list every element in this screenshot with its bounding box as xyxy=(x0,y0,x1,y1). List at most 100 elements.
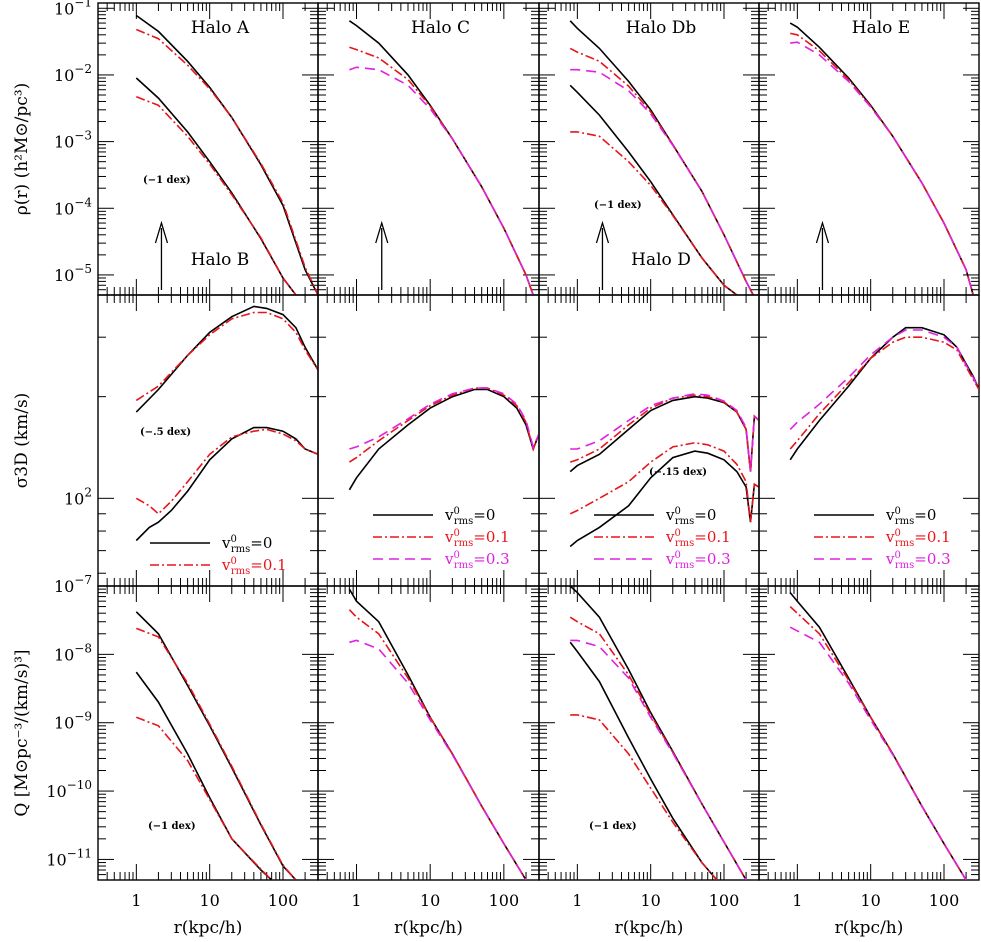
panel-Q-2: (−1 dex) xyxy=(538,585,760,881)
x-axis-label: r(kpc/h) xyxy=(394,918,463,938)
series-line-dashdot xyxy=(136,716,273,880)
series-line-dashed xyxy=(789,626,967,880)
panel-sigma-1: v0 rms=0v0 rms=0.1v0 rms=0.3 xyxy=(317,294,540,587)
legend-label: v0 rms=0.1 xyxy=(444,528,510,549)
x-tick-label: 10 xyxy=(860,891,880,910)
halo-subtitle: Halo D xyxy=(631,250,691,270)
y-tick-label: 10−9 xyxy=(54,710,92,733)
series-line-dashdot xyxy=(349,46,534,295)
series-line-dashdot xyxy=(569,441,759,523)
panel-rho-1: Halo C xyxy=(317,2,540,296)
legend-label: v0 rms=0.3 xyxy=(885,550,951,571)
arrow-head xyxy=(595,220,610,244)
panel-rho-2: Halo Db Halo D (−1 dex) xyxy=(538,2,760,296)
x-tick-label: 100 xyxy=(489,891,520,910)
dex-label: (−1 dex) xyxy=(143,175,191,186)
panel-frame xyxy=(538,585,760,881)
panel-sigma-3: v0 rms=0v0 rms=0.1v0 rms=0.3 xyxy=(758,294,980,587)
panel-Q-0: (−1 dex) xyxy=(97,585,319,881)
series-line-dashed xyxy=(789,329,979,430)
series-line-solid xyxy=(135,611,297,880)
series-line-dashdot xyxy=(348,609,527,880)
x-axis-label: r(kpc/h) xyxy=(835,918,904,938)
x-tick-label: 1 xyxy=(131,891,141,910)
y-tick-label: 10−1 xyxy=(54,0,92,18)
series-line-dashdot xyxy=(136,627,297,880)
x-axis-label: r(kpc/h) xyxy=(615,918,684,938)
halo-title: Halo A xyxy=(191,18,250,38)
series-line-dashdot xyxy=(135,28,318,295)
halo-title: Halo C xyxy=(411,18,470,38)
x-tick-label: 100 xyxy=(268,891,299,910)
panel-frame xyxy=(758,2,980,296)
x-tick-label: 10 xyxy=(420,891,440,910)
legend-label: v0 rms=0 xyxy=(885,506,936,527)
legend-label: v0 rms=0.1 xyxy=(221,556,287,577)
series-line-dashed xyxy=(349,387,539,450)
y-tick-label: 10−3 xyxy=(54,129,92,152)
series-line-dashdot xyxy=(790,32,974,295)
y-axis-label: σ3D (km/s) xyxy=(12,393,32,489)
x-tick-label: 1 xyxy=(351,891,361,910)
series-line-dashdot xyxy=(570,131,738,295)
series-line-dashed xyxy=(349,639,527,880)
legend-label: v0 rms=0 xyxy=(665,506,716,527)
panel-sigma-2: (−.15 dex) v0 rms=0v0 rms=0.1v0 rms=0.3 xyxy=(538,294,760,587)
series-line-dashed xyxy=(570,68,754,295)
dex-label: (−1 dex) xyxy=(594,200,642,211)
panel-Q-1 xyxy=(317,585,540,881)
series-line-solid xyxy=(348,388,539,491)
series-line-solid xyxy=(135,671,273,880)
panel-frame xyxy=(97,585,319,881)
panel-frame xyxy=(317,585,540,881)
series-line-solid xyxy=(135,426,318,542)
series-line-solid xyxy=(348,20,534,295)
y-tick-label: 10−11 xyxy=(46,846,92,869)
series-group xyxy=(789,326,979,461)
arrow-head xyxy=(154,220,169,244)
dex-label: (−1 dex) xyxy=(589,821,637,832)
series-group xyxy=(348,588,527,880)
x-axis-label: r(kpc/h) xyxy=(174,918,243,938)
series-group xyxy=(348,387,539,491)
legend-label: v0 rms=0.3 xyxy=(444,550,510,571)
legend-label: v0 rms=0.3 xyxy=(665,550,731,571)
series-line-dashdot xyxy=(570,714,718,880)
panel-sigma-0: (−.5 dex) v0 rms=0v0 rms=0.1 xyxy=(97,294,319,587)
dex-label: (−1 dex) xyxy=(148,821,196,832)
series-group xyxy=(569,392,759,548)
series-line-dashdot xyxy=(135,311,318,402)
series-line-dashed xyxy=(790,41,974,295)
series-line-dashed xyxy=(349,66,534,295)
panel-rho-0: Halo A Halo B (−1 dex) xyxy=(97,2,319,296)
panel-frame xyxy=(317,2,540,296)
panel-Q-3 xyxy=(758,585,980,881)
halo-title: Halo E xyxy=(852,18,910,38)
series-line-dashdot xyxy=(789,606,967,880)
series-group xyxy=(348,20,534,295)
legend-label: v0 rms=0 xyxy=(221,534,272,555)
series-group xyxy=(135,305,318,542)
panel-rho-3: Halo E xyxy=(758,2,980,296)
series-group xyxy=(789,22,974,295)
series-line-dashed xyxy=(570,639,747,880)
legend-label: v0 rms=0.1 xyxy=(885,528,951,549)
y-tick-label: 102 xyxy=(64,485,92,508)
series-line-dashdot xyxy=(789,336,979,450)
y-axis-label: Q [M⊙pc⁻³/(km/s)³] xyxy=(12,649,32,816)
arrow-head xyxy=(375,220,389,244)
halo-subtitle: Halo B xyxy=(191,250,250,270)
y-tick-label: 10−5 xyxy=(54,262,92,285)
y-tick-label: 10−8 xyxy=(54,641,92,664)
series-group xyxy=(135,14,318,295)
dex-label: (−.15 dex) xyxy=(649,467,707,478)
series-line-dashdot xyxy=(136,96,297,295)
series-line-solid xyxy=(789,22,974,295)
x-tick-label: 1 xyxy=(572,891,582,910)
y-tick-label: 10−4 xyxy=(54,195,92,218)
x-tick-label: 10 xyxy=(199,891,219,910)
x-tick-label: 100 xyxy=(929,891,960,910)
y-tick-label: 10−10 xyxy=(46,778,92,801)
series-group xyxy=(135,611,297,880)
legend-label: v0 rms=0 xyxy=(444,506,495,527)
